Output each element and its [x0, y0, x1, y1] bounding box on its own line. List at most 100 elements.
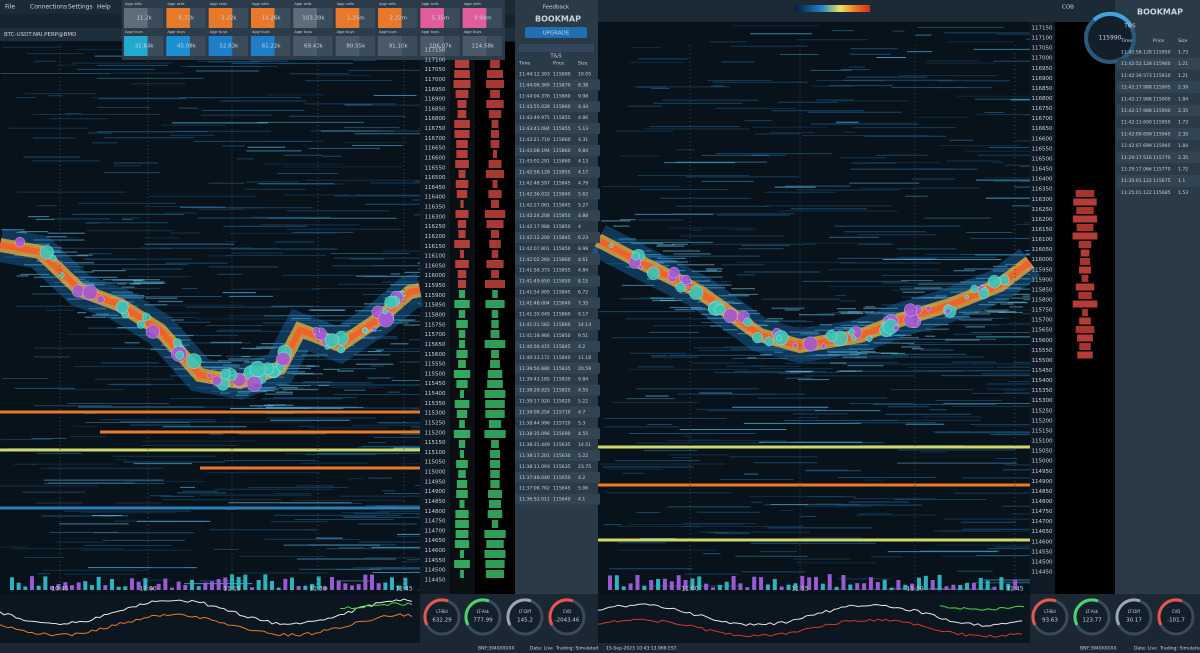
ts-cell: 11:42:17.988 [1121, 108, 1152, 114]
trade-bubble [803, 336, 819, 352]
price-label: 116850 [1032, 86, 1053, 92]
ts-cell: 11:42:24.208 [519, 213, 550, 219]
profile-bar [459, 500, 465, 508]
trade-bubble [608, 243, 614, 248]
menu-item[interactable]: Connections [30, 4, 67, 11]
ts-cell: 115845 [553, 202, 571, 208]
profile-bar [488, 160, 502, 168]
price-label: 114550 [1032, 549, 1053, 555]
gauge-arc [464, 598, 490, 626]
column-header: Price [1153, 38, 1164, 44]
volume-bar [376, 583, 381, 590]
price-label: 116050 [425, 263, 446, 269]
volume-bar [43, 576, 48, 590]
volume-bar [862, 583, 867, 590]
profile-bar [485, 410, 505, 418]
instrument[interactable]: BTC-USDT.NRI.PERP@BMD [4, 32, 76, 38]
profile-bar [453, 80, 471, 88]
widget-cell-accent [124, 36, 148, 56]
price-label: 115350 [1032, 388, 1053, 394]
profile-bar [486, 70, 504, 78]
profile-bar [486, 220, 504, 228]
profile-bar [1072, 300, 1098, 308]
ts-cell: 4.31 [578, 137, 588, 143]
profile-bar [458, 360, 466, 368]
price-label: 116500 [1032, 156, 1053, 162]
profile-bar [454, 120, 470, 128]
profile-bar [453, 430, 471, 438]
ts-cell: 9.98 [578, 93, 588, 99]
gauge-value: -2043.46 [555, 618, 580, 624]
price-label: 116000 [1032, 257, 1053, 263]
right-ts-panel [1115, 0, 1200, 594]
price-label: 116200 [1032, 217, 1053, 223]
trade-bubble [714, 303, 726, 315]
price-label: 116900 [1032, 76, 1053, 82]
ts-cell: 115645 [553, 486, 571, 492]
profile-bar [491, 440, 499, 448]
volume-bar [608, 575, 612, 590]
widget-label: Aggr buys [125, 30, 143, 34]
widget-cell-accent [462, 8, 487, 28]
profile-bar [455, 210, 469, 218]
ts-cell: 4.2 [578, 344, 585, 350]
profile-bar [1079, 317, 1091, 325]
trade-bubble [987, 275, 1002, 289]
volume-bar [930, 579, 935, 590]
menu-item[interactable]: Settings [68, 4, 93, 11]
ts-toolbar [519, 44, 594, 52]
row-bg [515, 166, 600, 178]
profile-bar [489, 450, 501, 458]
price-label: 116300 [1032, 197, 1053, 203]
widget-label: Aggr sells [294, 2, 311, 6]
profile-bar [457, 270, 467, 278]
trade-bubble [211, 375, 222, 386]
widget-value: 2.22m [389, 16, 407, 22]
ts-cell: 1.73 [1178, 50, 1188, 56]
price-label: 114700 [425, 528, 446, 534]
upgrade-button[interactable] [525, 27, 587, 38]
volume-bar [156, 583, 161, 590]
profile-bar [1078, 292, 1092, 299]
widget-cell-accent [335, 8, 360, 28]
price-label: 116250 [425, 224, 446, 230]
profile-bar [459, 250, 465, 258]
ts-cell: 11:42:39.573 [1121, 73, 1152, 79]
volume-bar [96, 576, 101, 590]
volume-bar [370, 574, 374, 590]
ts-cell: 115860 [553, 93, 571, 99]
feedback[interactable]: Feedback [543, 5, 570, 11]
profile-bar [458, 170, 466, 178]
price-label: 115000 [1032, 459, 1053, 465]
row-bg [1117, 174, 1200, 187]
upgrade-label[interactable]: UPGRADE [543, 31, 570, 37]
gauge-arc [1115, 598, 1141, 626]
trade-bubble [964, 294, 969, 300]
ts-cell: 11:42:48.597 [519, 181, 550, 187]
heat-color-bar[interactable] [795, 5, 870, 12]
price-label: 115000 [425, 470, 446, 476]
menu-item[interactable]: Help [97, 4, 111, 11]
menu-item[interactable]: File [5, 4, 15, 11]
trade-bubble [145, 324, 160, 339]
price-label: 116850 [425, 106, 446, 112]
ts-cell: 115855 [553, 126, 571, 132]
profile-bar [489, 460, 501, 468]
price-label: 115500 [1032, 358, 1053, 364]
profile-bar [487, 380, 503, 388]
ts-cell: 4.55 [578, 431, 588, 437]
ts-cell: 1.72 [1178, 167, 1188, 173]
ts-cell: 11:39:56.880 [519, 366, 550, 372]
profile-bar [455, 160, 469, 168]
indicator-line [0, 613, 413, 637]
volume-bar [656, 578, 661, 590]
volume-bar [343, 583, 348, 590]
ts-cell: 4.79 [578, 181, 588, 187]
profile-bar [454, 70, 470, 78]
volume-bar [937, 574, 942, 590]
profile-bar [491, 320, 499, 328]
gauge-value: -101.7 [1167, 618, 1185, 624]
ts-cell: 115900 [1153, 108, 1171, 114]
price-label: 116400 [425, 195, 446, 201]
widget-cell-accent [251, 36, 275, 56]
